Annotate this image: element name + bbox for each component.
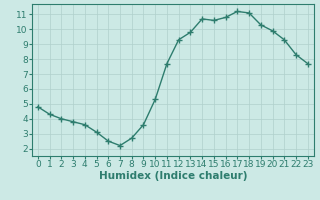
X-axis label: Humidex (Indice chaleur): Humidex (Indice chaleur) (99, 171, 247, 181)
